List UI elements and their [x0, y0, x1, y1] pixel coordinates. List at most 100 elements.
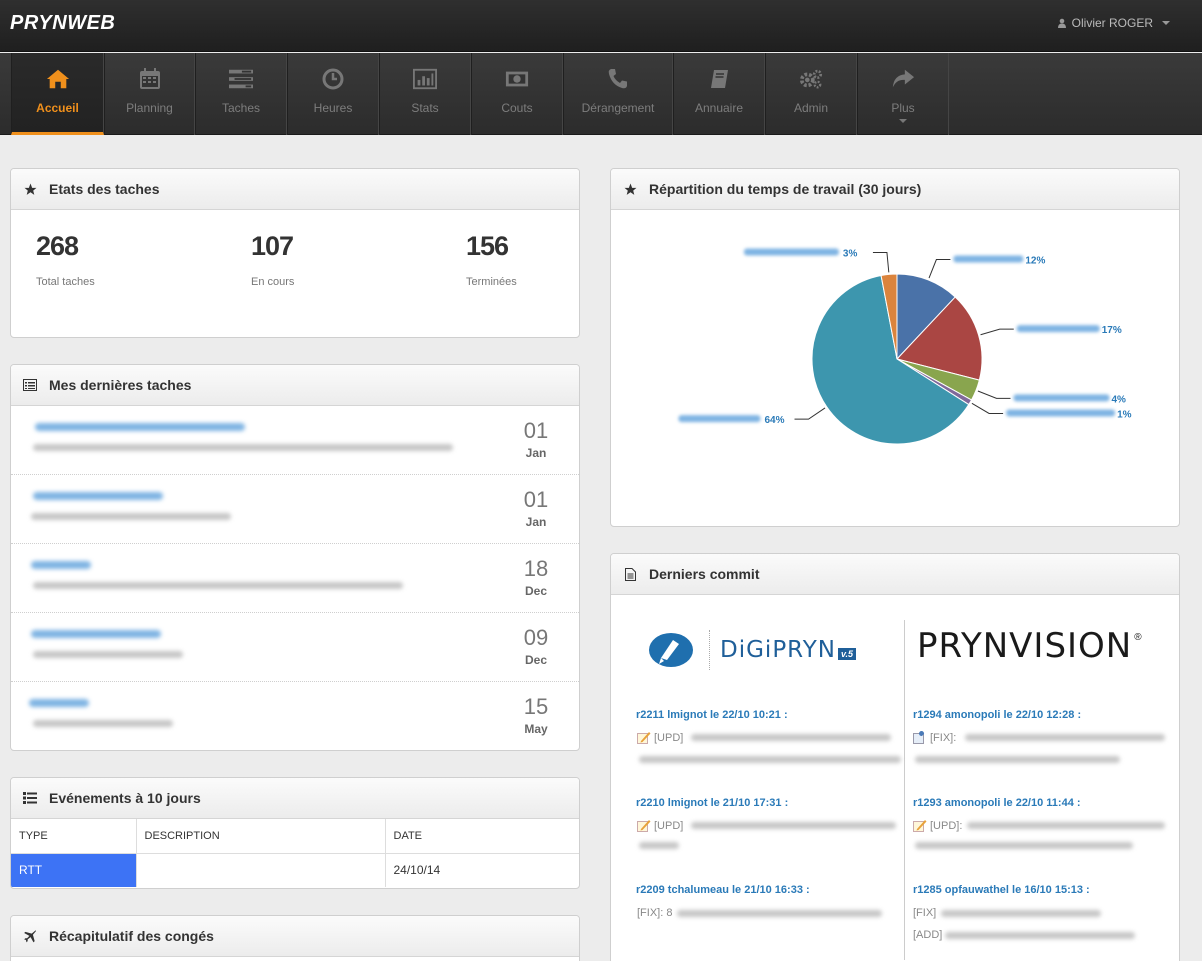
column-header-description[interactable]: DESCRIPTION	[136, 819, 386, 854]
pie-label-name-redacted	[1013, 394, 1110, 402]
commit-message-redacted	[915, 842, 1133, 849]
pencil-icon	[637, 731, 651, 744]
panel-header: Etats des taches	[11, 169, 579, 210]
user-menu[interactable]: Olivier ROGER	[1057, 16, 1170, 30]
events-panel: Evénements à 10 jours TYPE DESCRIPTION D…	[10, 777, 580, 889]
commit-entry[interactable]: r1285 opfauwathel le 16/10 15:13 :	[913, 884, 1090, 896]
commit-message-redacted	[691, 822, 896, 829]
commit-entry[interactable]: r2211 lmignot le 22/10 10:21 :	[636, 709, 788, 721]
task-item[interactable]: 01 Jan	[11, 475, 579, 544]
pie-slice[interactable]	[880, 273, 898, 360]
commit-message-redacted	[967, 822, 1165, 829]
table-row[interactable]: RTT 24/10/14	[11, 853, 579, 887]
leave-summary-panel: Récapitulatif des congés	[10, 915, 580, 961]
chart-icon	[413, 67, 437, 91]
commit-entry[interactable]: r2210 lmignot le 21/10 17:31 :	[636, 797, 788, 809]
user-name: Olivier ROGER	[1071, 16, 1153, 30]
list-bullets-icon	[23, 791, 37, 805]
task-day: 09	[523, 625, 549, 650]
star-icon	[23, 182, 37, 196]
task-item[interactable]: 09 Dec	[11, 613, 579, 682]
nav-item-admin[interactable]: Admin	[765, 53, 857, 135]
nav-item-accueil[interactable]: Accueil	[11, 53, 104, 135]
task-description-redacted	[31, 513, 231, 520]
event-description-cell	[136, 853, 386, 887]
pie-data-label: 1%	[1117, 409, 1132, 420]
nav-item-derangement[interactable]: Dérangement	[563, 53, 673, 135]
calendar-icon	[138, 67, 162, 91]
nav-item-annuaire[interactable]: Annuaire	[673, 53, 765, 135]
pie-label-name-redacted	[953, 255, 1024, 263]
top-bar: PRYNWEB Olivier ROGER	[0, 0, 1202, 52]
panel-title: Récapitulatif des congés	[49, 928, 214, 944]
pencil-icon	[913, 819, 927, 832]
commit-message-redacted	[639, 842, 679, 849]
pencil-icon	[637, 819, 651, 832]
nav-item-heures[interactable]: Heures	[287, 53, 379, 135]
recent-tasks-panel: Mes dernières taches 01 Jan 01 Jan 18 De…	[10, 364, 580, 751]
nav-item-planning[interactable]: Planning	[104, 53, 195, 135]
nav-item-couts[interactable]: Couts	[471, 53, 563, 135]
pie-label-connector	[971, 402, 1004, 414]
registered-mark: ®	[1134, 631, 1142, 643]
list-icon	[23, 378, 37, 392]
nav-item-plus[interactable]: Plus	[857, 53, 949, 135]
task-title-redacted	[33, 492, 163, 500]
commit-title[interactable]: r1293 amonopoli le 22/10 11:44 :	[913, 797, 1081, 809]
pie-data-label: 64%	[765, 415, 785, 426]
brand-logo[interactable]: PRYNWEB	[10, 12, 116, 34]
task-month: Dec	[524, 653, 547, 667]
commit-title[interactable]: r1294 amonopoli le 22/10 12:28 :	[913, 709, 1082, 721]
pie-label-name-redacted	[743, 248, 839, 256]
commit-message-redacted	[915, 756, 1120, 763]
stat-label: Total taches	[36, 276, 95, 288]
nav-item-taches[interactable]: Taches	[195, 53, 287, 135]
commit-entry[interactable]: r1293 amonopoli le 22/10 11:44 :	[913, 797, 1081, 809]
commits-body: DiGiPRYN v.5 r2211 lmignot le 22/10 10:2…	[611, 596, 1179, 961]
commit-entry[interactable]: r2209 tchalumeau le 21/10 16:33 :	[636, 884, 810, 896]
task-title-redacted	[31, 630, 161, 638]
wrench-icon	[913, 731, 927, 744]
commit-entry[interactable]: r1294 amonopoli le 22/10 12:28 :	[913, 709, 1081, 721]
panel-header: Mes dernières taches	[11, 365, 579, 406]
commit-title[interactable]: r1285 opfauwathel le 16/10 15:13 :	[913, 884, 1090, 896]
gears-icon	[799, 67, 823, 91]
commit-tag: [FIX]: 8	[637, 907, 673, 919]
pie-label-connector	[872, 251, 890, 273]
pie-chart: 12% 17% 4% 1% 64% 3%	[678, 248, 1132, 445]
prynvision-logo-text: PRYNVISION	[917, 626, 1133, 666]
pie-slice[interactable]	[896, 296, 983, 381]
chevron-down-icon	[899, 119, 907, 123]
chevron-down-icon	[1162, 21, 1170, 25]
panel-header: Récapitulatif des congés	[11, 916, 579, 957]
column-divider	[904, 620, 905, 960]
document-icon	[623, 567, 637, 581]
commit-title[interactable]: r2209 tchalumeau le 21/10 16:33 :	[636, 884, 810, 896]
pie-data-label: 3%	[843, 248, 858, 259]
commit-tag-line: [UPD]	[637, 819, 683, 832]
column-header-date[interactable]: DATE	[385, 819, 579, 854]
commit-tag-line: [UPD]:	[913, 819, 962, 832]
task-month: Dec	[524, 584, 547, 598]
pie-slice[interactable]	[896, 273, 956, 361]
time-distribution-panel: Répartition du temps de travail (30 jour…	[610, 168, 1180, 527]
commit-tag-line: [UPD]	[637, 731, 683, 744]
panel-header: Evénements à 10 jours	[11, 778, 579, 819]
task-item[interactable]: 15 May	[11, 682, 579, 750]
column-header-type[interactable]: TYPE	[11, 819, 137, 854]
task-description-redacted	[33, 720, 173, 727]
task-item[interactable]: 01 Jan	[11, 406, 579, 475]
nav-item-stats[interactable]: Stats	[379, 53, 471, 135]
task-item[interactable]: 18 Dec	[11, 544, 579, 613]
task-day: 18	[523, 556, 549, 581]
plane-icon	[23, 929, 37, 943]
pie-data-label: 17%	[1102, 325, 1122, 336]
digipryn-logo: DiGiPRYN v.5	[647, 630, 856, 670]
commit-title[interactable]: r2211 lmignot le 22/10 10:21 :	[636, 709, 788, 721]
task-states-panel: Etats des taches 268 Total taches 107 En…	[10, 168, 580, 338]
pie-slice[interactable]	[811, 274, 970, 445]
commit-message-redacted	[941, 910, 1101, 917]
pie-data-label: 4%	[1111, 394, 1126, 405]
pie-data-label: 12%	[1025, 256, 1045, 267]
commit-title[interactable]: r2210 lmignot le 21/10 17:31 :	[636, 797, 789, 809]
